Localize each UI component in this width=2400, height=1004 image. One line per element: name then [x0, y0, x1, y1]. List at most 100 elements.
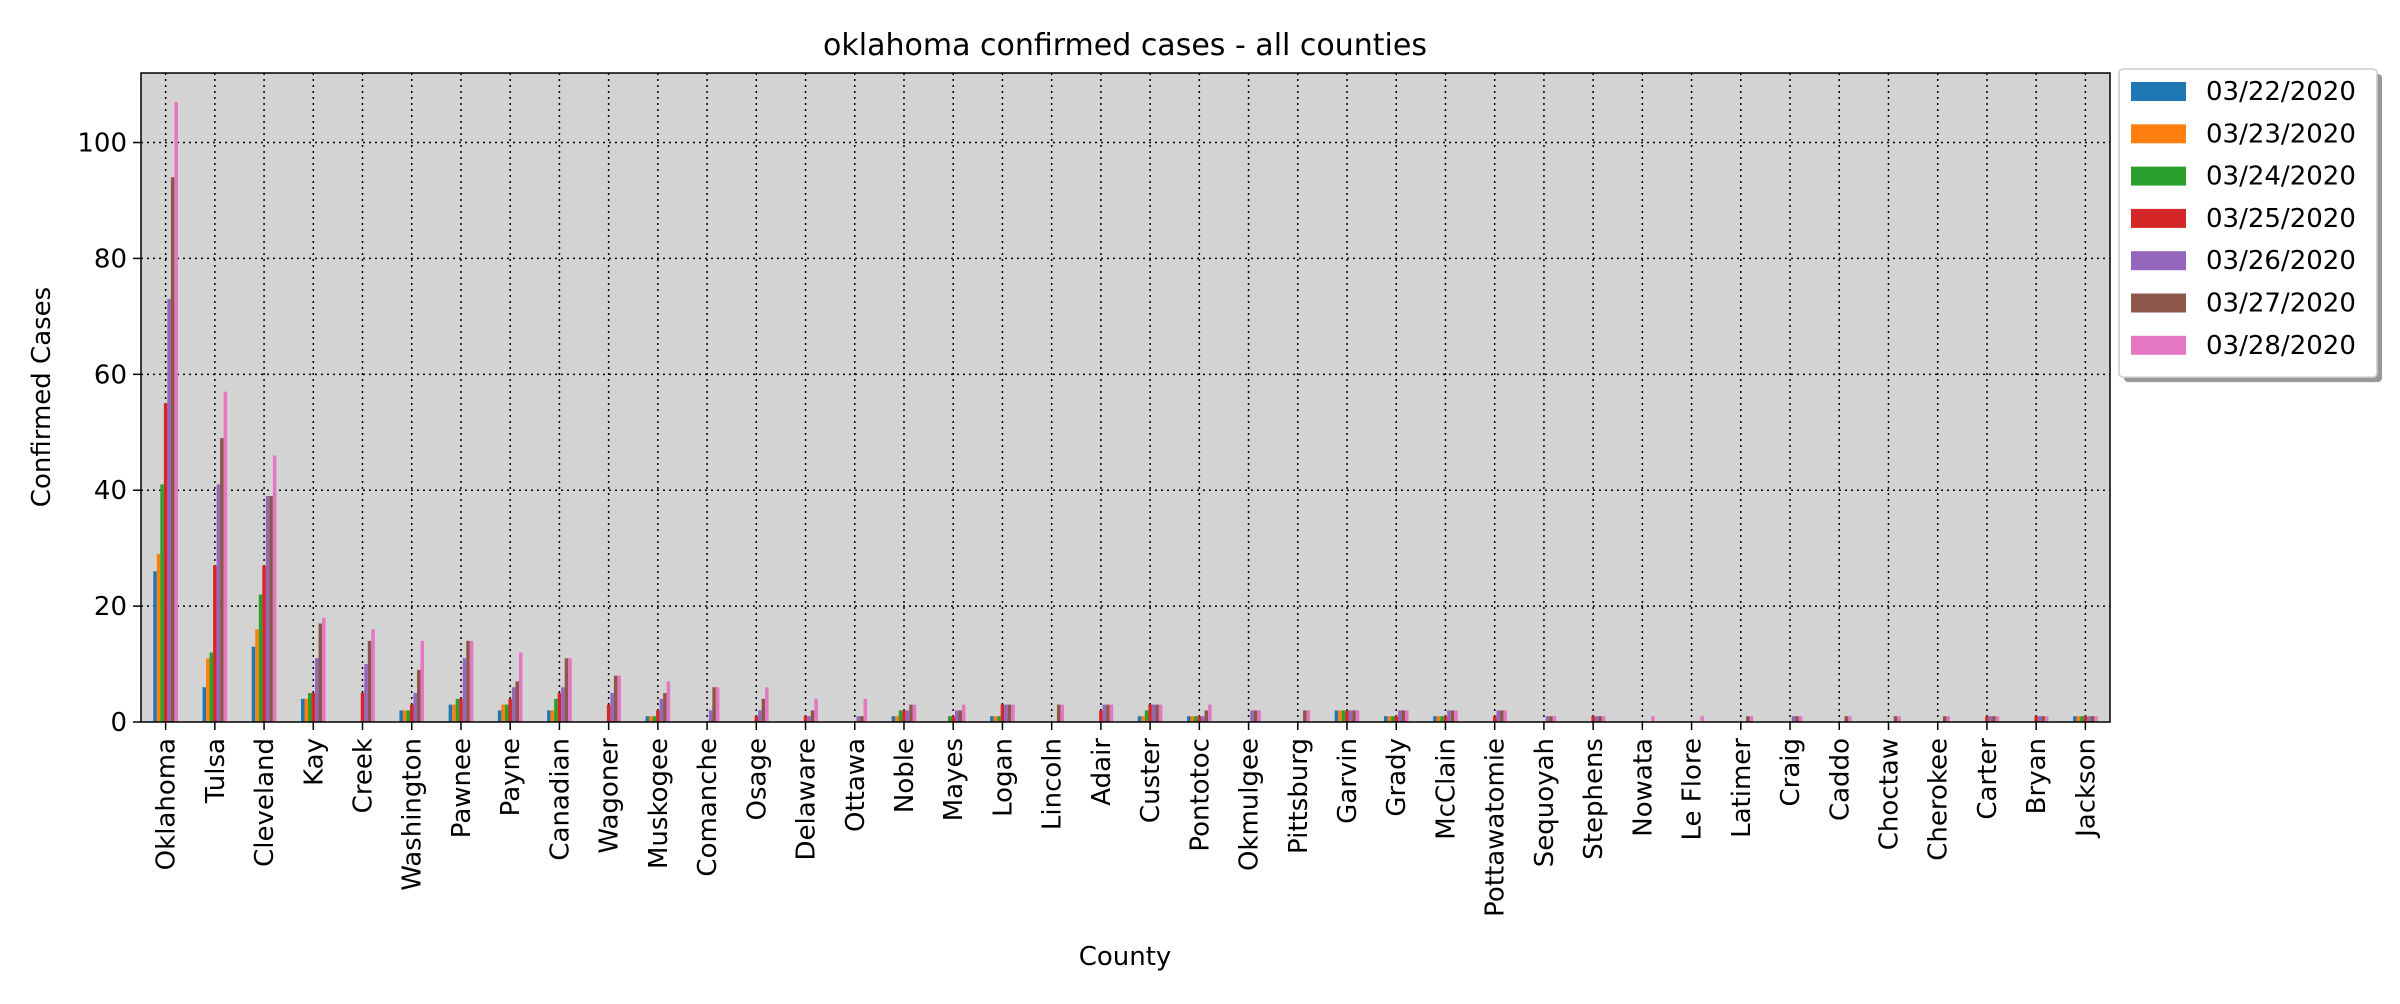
- bar: [251, 646, 256, 722]
- bar: [1306, 710, 1311, 722]
- bar: [508, 698, 512, 722]
- bar: [645, 716, 650, 722]
- chart-title: oklahoma confirmed cases - all counties: [823, 28, 1427, 63]
- bar: [2041, 716, 2045, 722]
- bar: [220, 438, 224, 722]
- bar: [1194, 716, 1198, 722]
- bar: [1334, 710, 1339, 722]
- bar: [1197, 716, 1202, 722]
- x-tick-label: Bryan: [2022, 738, 2052, 814]
- x-tick-label: Kay: [299, 738, 329, 786]
- bar: [1897, 716, 1901, 722]
- bar: [1798, 716, 1803, 722]
- legend-label: 03/27/2020: [2206, 289, 2356, 319]
- x-tick-label: Nowata: [1628, 738, 1658, 837]
- bar: [1988, 716, 1993, 722]
- x-tick-label: Washington: [398, 738, 428, 891]
- bar: [1141, 716, 1145, 722]
- bar: [2044, 716, 2049, 722]
- bar: [1106, 704, 1110, 722]
- x-tick-label: Osage: [742, 738, 772, 820]
- bar: [420, 640, 425, 722]
- bar: [554, 698, 558, 722]
- bar: [322, 617, 326, 722]
- bar: [807, 716, 811, 722]
- legend-swatch: [2131, 208, 2186, 228]
- bar: [1746, 716, 1750, 722]
- bar: [417, 669, 421, 722]
- bar: [371, 629, 375, 722]
- bar: [413, 693, 418, 722]
- bar: [856, 716, 861, 722]
- legend-label: 03/28/2020: [2206, 331, 2356, 361]
- bar: [1158, 704, 1163, 722]
- x-tick-label: Logan: [988, 738, 1018, 817]
- bar: [557, 693, 562, 722]
- bar: [1390, 716, 1395, 722]
- x-tick-label: Comanche: [693, 738, 723, 877]
- bar: [367, 640, 372, 722]
- bar: [1651, 716, 1655, 722]
- bar: [902, 710, 906, 722]
- bar: [1503, 710, 1507, 722]
- bar: [1397, 710, 1402, 722]
- bar: [1893, 716, 1898, 722]
- bar: [2076, 716, 2081, 722]
- bar: [1594, 716, 1599, 722]
- bar: [1099, 710, 1103, 722]
- bar: [613, 675, 618, 722]
- bar: [2083, 716, 2088, 722]
- x-tick-label: Custer: [1136, 738, 1166, 823]
- bar: [2080, 716, 2084, 722]
- x-tick-label: Le Flore: [1678, 738, 1708, 841]
- legend-swatch: [2131, 124, 2186, 144]
- bar: [617, 675, 621, 722]
- bar: [1844, 716, 1849, 722]
- bar: [1355, 710, 1360, 722]
- x-tick-label: Garvin: [1333, 738, 1363, 824]
- x-tick-label: Okmulgee: [1235, 738, 1265, 871]
- bar: [1749, 716, 1754, 722]
- legend-swatch: [2131, 293, 2186, 313]
- x-tick-label: Muskogee: [644, 738, 674, 869]
- x-axis-label: County: [1079, 942, 1172, 972]
- legend-swatch: [2131, 166, 2186, 186]
- legend: 03/22/2020 03/23/2020 03/24/2020 03/25/2020…: [2118, 68, 2382, 383]
- x-tick-label: Oklahoma: [152, 738, 182, 870]
- x-tick-label: McClain: [1431, 738, 1461, 840]
- bar: [1151, 704, 1156, 722]
- bar: [962, 704, 966, 722]
- bar: [1450, 710, 1455, 722]
- bar: [1000, 704, 1005, 722]
- legend-label: 03/24/2020: [2206, 162, 2356, 192]
- bar: [216, 484, 221, 722]
- bar: [895, 716, 899, 722]
- bar: [1190, 716, 1195, 722]
- legend-swatch: [2131, 251, 2186, 271]
- bar: [1985, 716, 1989, 722]
- bar: [160, 484, 164, 722]
- bar: [652, 716, 657, 722]
- legend-swatch: [2131, 82, 2186, 101]
- bar: [364, 664, 368, 722]
- bar: [954, 710, 959, 722]
- bar: [262, 565, 266, 722]
- bar: [255, 629, 259, 722]
- bar: [170, 177, 175, 722]
- x-tick-label: Lincoln: [1038, 738, 1068, 830]
- bar: [912, 704, 917, 722]
- bar: [318, 623, 323, 722]
- bar: [990, 716, 994, 722]
- y-tick-label: 0: [110, 708, 127, 738]
- bar: [311, 693, 316, 722]
- bar: [564, 658, 569, 722]
- bar: [860, 716, 864, 722]
- bar: [1394, 716, 1398, 722]
- grid-lines: [141, 73, 2110, 722]
- bar: [754, 716, 759, 722]
- x-tick-label: Choctaw: [1874, 738, 1904, 850]
- bar: [947, 716, 952, 722]
- bar: [863, 698, 868, 722]
- bar: [1348, 710, 1353, 722]
- bar: [402, 710, 407, 722]
